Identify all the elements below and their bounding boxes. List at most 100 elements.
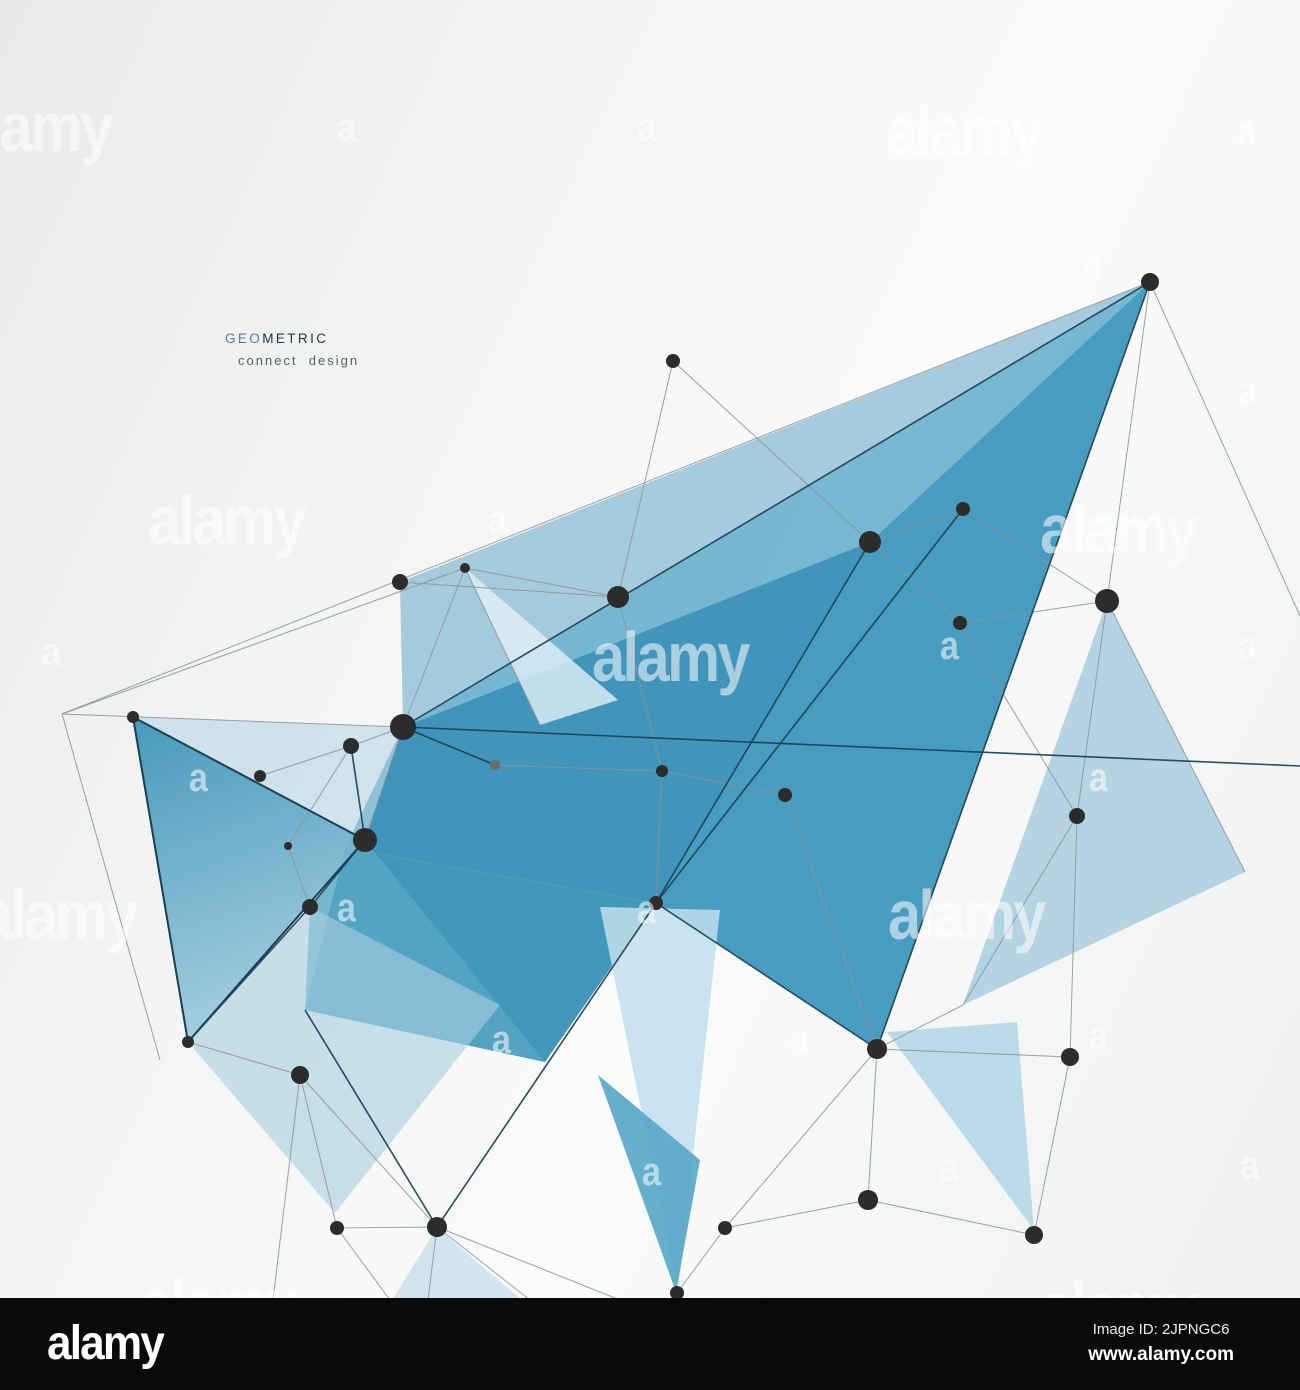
network-edge <box>61 713 161 1061</box>
network-node <box>858 1190 878 1210</box>
network-edge <box>655 770 663 904</box>
network-edge <box>494 764 663 772</box>
network-edge-dark <box>304 1009 438 1228</box>
network-edge <box>259 745 352 777</box>
network-edge-dark <box>132 716 366 841</box>
network-edge-dark <box>436 902 657 1228</box>
network-edge <box>464 567 541 726</box>
mesh-facet-tall-pale-center <box>600 907 720 1292</box>
network-edge <box>336 1226 438 1229</box>
mesh-facet-bottom-right-pale <box>887 1022 1034 1230</box>
network-edge-dark <box>350 745 366 841</box>
network-node <box>490 760 500 770</box>
network-edge <box>617 596 663 772</box>
network-edge <box>676 1227 726 1294</box>
network-node <box>649 896 663 910</box>
network-node <box>778 788 792 802</box>
network-edge <box>436 1226 531 1301</box>
network-edge <box>617 360 674 598</box>
network-edge <box>272 1074 301 1301</box>
mesh-facet-dark-kite <box>345 542 870 903</box>
network-edge <box>1076 600 1108 817</box>
mesh-facet-right-pale-triangle <box>963 601 1245 1005</box>
network-edge <box>364 726 404 841</box>
network-edge <box>724 1199 869 1229</box>
network-node <box>1141 273 1159 291</box>
network-node <box>460 563 470 573</box>
mesh-facet-upper-gap-wedge <box>465 568 618 725</box>
network-node <box>666 354 680 368</box>
network-edge <box>1149 281 1300 617</box>
mesh-facet-right-body <box>656 282 1150 1049</box>
network-edge-dark <box>655 902 878 1050</box>
network-node <box>953 616 967 630</box>
network-edge-dark <box>132 716 189 1043</box>
network-edge <box>867 1048 878 1201</box>
network-node <box>127 711 139 723</box>
network-node <box>859 531 881 553</box>
network-edge-dark <box>402 726 496 766</box>
network-edge <box>187 1041 301 1076</box>
network-edge <box>427 1226 438 1301</box>
title-metric-part: METRIC <box>262 331 329 346</box>
network-edge <box>959 600 1108 624</box>
network-node <box>254 770 266 782</box>
network-edge <box>1069 815 1078 1058</box>
alamy-logo: alamy <box>47 1317 165 1370</box>
network-node <box>1069 808 1085 824</box>
network-node <box>182 1036 194 1048</box>
network-node <box>330 1221 344 1235</box>
network-node <box>607 586 629 608</box>
mesh-facet-bottom-mid-tip <box>598 1075 700 1292</box>
network-node <box>291 1066 309 1084</box>
network-edge <box>959 622 1078 817</box>
network-edge <box>867 1199 1035 1236</box>
network-edge <box>1033 1056 1071 1236</box>
network-edge <box>402 567 466 728</box>
network-edge <box>299 1074 438 1228</box>
network-node <box>390 714 416 740</box>
network-edge-dark <box>402 726 1300 767</box>
network-node <box>956 502 970 516</box>
network-edge <box>464 567 619 598</box>
network-node <box>392 574 408 590</box>
network-edge <box>61 567 466 715</box>
network-edge <box>299 1074 338 1229</box>
network-node <box>427 1217 447 1237</box>
title-geo-part: GEO <box>225 331 263 346</box>
network-node <box>656 765 668 777</box>
title-block: GEOMETRIC connect design <box>225 331 359 368</box>
network-edge <box>876 1048 1071 1058</box>
network-edge <box>724 1048 878 1229</box>
network-edge <box>1106 600 1246 873</box>
network-edge <box>287 745 352 847</box>
mesh-facet-left-pale-lower <box>188 907 500 1213</box>
network-edge-dark <box>402 281 1151 728</box>
mesh-facet-bottom-left-pale <box>392 1228 522 1300</box>
network-edge-dark <box>655 541 871 904</box>
network-edge <box>962 508 1108 602</box>
network-edge <box>661 770 786 796</box>
artwork-title: GEOMETRIC <box>225 331 359 346</box>
network-edge <box>399 581 619 598</box>
network-edge-dark <box>309 839 366 908</box>
network-node <box>867 1039 887 1059</box>
network-edge <box>61 281 1151 715</box>
network-edge <box>869 508 964 543</box>
network-node <box>670 1286 684 1300</box>
network-node <box>718 1221 732 1235</box>
alamy-url: www.alamy.com <box>1088 1344 1234 1365</box>
network-edge <box>1106 281 1151 602</box>
network-node <box>353 828 377 852</box>
network-node <box>343 738 359 754</box>
network-node <box>302 899 318 915</box>
network-edge <box>672 360 871 543</box>
network-edge <box>61 713 404 728</box>
network-node <box>1061 1048 1079 1066</box>
network-edge <box>436 1226 621 1301</box>
network-node <box>1025 1226 1043 1244</box>
network-node <box>284 842 292 850</box>
network-node <box>1095 589 1119 613</box>
